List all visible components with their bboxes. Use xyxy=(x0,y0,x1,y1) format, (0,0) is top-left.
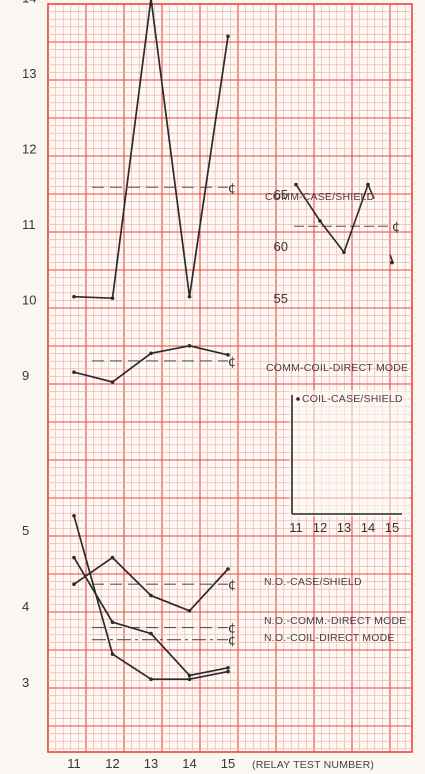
centerline-symbol: ¢ xyxy=(392,220,400,235)
inset-panel xyxy=(289,390,409,517)
y-tick-label: 12 xyxy=(22,142,36,157)
series-label: COMM-CASE/SHIELD xyxy=(265,191,375,203)
y-tick-label: 3 xyxy=(22,675,29,690)
inset-x-tick-label: 15 xyxy=(385,520,399,535)
grid xyxy=(47,3,413,753)
series-lines xyxy=(72,0,394,681)
series-label: N.O.-COIL-DIRECT MODE xyxy=(264,632,395,644)
series-label: N.O.-COMM.-DIRECT MODE xyxy=(264,615,406,627)
inset-x-tick-label: 13 xyxy=(337,520,351,535)
y-tick-label: 13 xyxy=(22,66,36,81)
inset-y-tick-label: 65 xyxy=(274,187,288,202)
data-point xyxy=(226,353,230,357)
centerline-symbol: ¢ xyxy=(228,355,236,370)
y-tick-label: 14 xyxy=(22,0,36,6)
series-label: N.O.-CASE/SHIELD xyxy=(264,576,362,588)
labels: 9 10 11 12 13 14 3 4 5 11 12 13 14 15 (RELAY TEST NUMB… xyxy=(22,0,408,771)
data-point xyxy=(187,294,192,299)
data-point xyxy=(149,631,153,636)
inset-x-tick-label: 12 xyxy=(313,520,327,535)
y-tick-label: 11 xyxy=(22,217,36,232)
data-point xyxy=(72,555,76,560)
data-point xyxy=(110,555,115,560)
data-point xyxy=(149,593,153,598)
centerline-symbol: ¢ xyxy=(228,578,236,593)
series-label: COMM-COIL-DIRECT MODE xyxy=(266,362,408,374)
inset-data-point xyxy=(342,250,346,254)
inset-background xyxy=(289,390,409,517)
data-point xyxy=(226,666,230,670)
data-point xyxy=(110,296,115,301)
data-point xyxy=(72,370,76,375)
data-point xyxy=(226,669,230,674)
inset-series-line xyxy=(295,184,369,254)
y-tick-label: 5 xyxy=(22,523,29,538)
x-tick-label: 14 xyxy=(182,756,196,771)
inset-y-tick-label: 55 xyxy=(274,291,288,306)
data-point xyxy=(226,567,230,571)
data-point xyxy=(149,677,153,681)
data-point xyxy=(110,380,115,384)
x-tick-label: 15 xyxy=(221,756,235,771)
data-point xyxy=(226,34,230,39)
inset-data-point xyxy=(294,182,298,187)
inset-x-tick-label: 14 xyxy=(361,520,375,535)
inset-data-point xyxy=(390,260,394,265)
data-point xyxy=(72,294,76,299)
centerline-symbol: ¢ xyxy=(228,181,236,196)
series-line xyxy=(73,0,229,300)
data-point xyxy=(187,609,192,613)
data-point xyxy=(187,673,192,678)
inset-data-point xyxy=(366,182,370,187)
y-tick-label: 4 xyxy=(22,599,29,614)
y-tick-label: 10 xyxy=(22,293,36,308)
x-axis-label: (RELAY TEST NUMBER) xyxy=(252,759,374,771)
inset-series-label: COIL-CASE/SHIELD xyxy=(302,393,403,405)
data-point xyxy=(187,344,192,348)
data-point xyxy=(72,582,76,586)
inset-data-point xyxy=(318,219,322,223)
data-point xyxy=(187,677,192,681)
inset-y-tick-label: 60 xyxy=(274,239,288,254)
centerline-symbol: ¢ xyxy=(228,622,236,637)
data-point xyxy=(110,620,115,624)
centerline-symbol: ¢ xyxy=(228,634,236,649)
data-point xyxy=(72,514,76,518)
data-point xyxy=(110,652,115,656)
x-tick-label: 13 xyxy=(144,756,158,771)
x-tick-label: 11 xyxy=(67,756,81,771)
inset-label-dot xyxy=(296,397,300,401)
y-tick-label: 9 xyxy=(22,368,29,383)
data-point xyxy=(149,351,153,356)
x-tick-label: 12 xyxy=(105,756,119,771)
inset-series-segment xyxy=(367,184,375,199)
inset-x-tick-label: 11 xyxy=(289,520,303,535)
